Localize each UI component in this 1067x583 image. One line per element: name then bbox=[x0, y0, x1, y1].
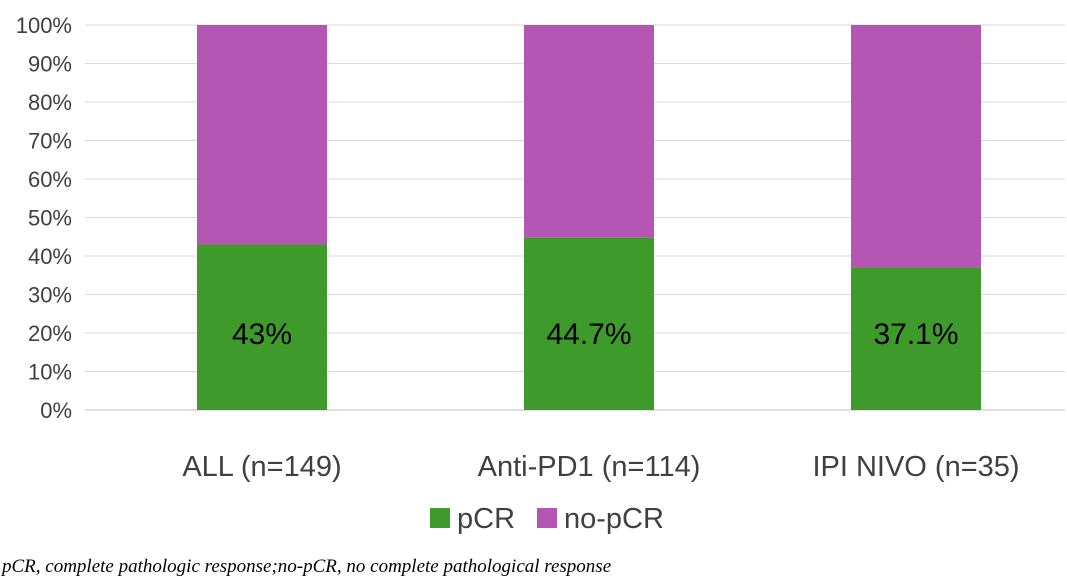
y-tick-label: 0% bbox=[40, 398, 72, 423]
legend-label: no-pCR bbox=[564, 503, 664, 535]
y-tick-label: 70% bbox=[28, 129, 72, 154]
data-label: 37.1% bbox=[873, 318, 958, 351]
legend-swatch bbox=[537, 508, 558, 528]
x-axis-category-labels: ALL (n=149) Anti-PD1 (n=114) IPI NIVO (n=3… bbox=[182, 451, 1019, 483]
legend: pCR no-pCR bbox=[430, 503, 664, 535]
bar-no-pcr bbox=[524, 25, 654, 238]
bar-pcr bbox=[851, 267, 981, 410]
bars: 43% 44.7% 37.1% bbox=[197, 25, 981, 410]
legend-swatch bbox=[430, 508, 450, 528]
figure-caption: pCR, complete pathologic response;no-pCR… bbox=[2, 556, 612, 577]
y-tick-label: 50% bbox=[28, 206, 72, 231]
y-tick-label: 80% bbox=[28, 90, 72, 115]
y-tick-label: 90% bbox=[28, 52, 72, 77]
bar-pcr bbox=[197, 244, 327, 410]
data-label: 43% bbox=[232, 318, 292, 351]
bar-no-pcr bbox=[197, 25, 327, 245]
y-tick-label: 100% bbox=[16, 13, 72, 38]
x-category-label: ALL (n=149) bbox=[182, 451, 341, 483]
y-tick-label: 20% bbox=[28, 321, 72, 346]
y-tick-label: 60% bbox=[28, 167, 72, 192]
legend-label: pCR bbox=[457, 503, 515, 535]
y-tick-label: 40% bbox=[28, 244, 72, 269]
y-tick-label: 10% bbox=[28, 360, 72, 385]
bar-pcr bbox=[524, 237, 654, 410]
bar-no-pcr bbox=[851, 25, 981, 268]
data-label: 44.7% bbox=[546, 318, 631, 351]
y-tick-label: 30% bbox=[28, 283, 72, 308]
x-category-label: IPI NIVO (n=35) bbox=[812, 451, 1019, 483]
x-category-label: Anti-PD1 (n=114) bbox=[478, 451, 701, 483]
y-axis-tick-labels: 0% 10% 20% 30% 40% 50% 60% 70% 80% 90% 100% bbox=[16, 13, 72, 423]
